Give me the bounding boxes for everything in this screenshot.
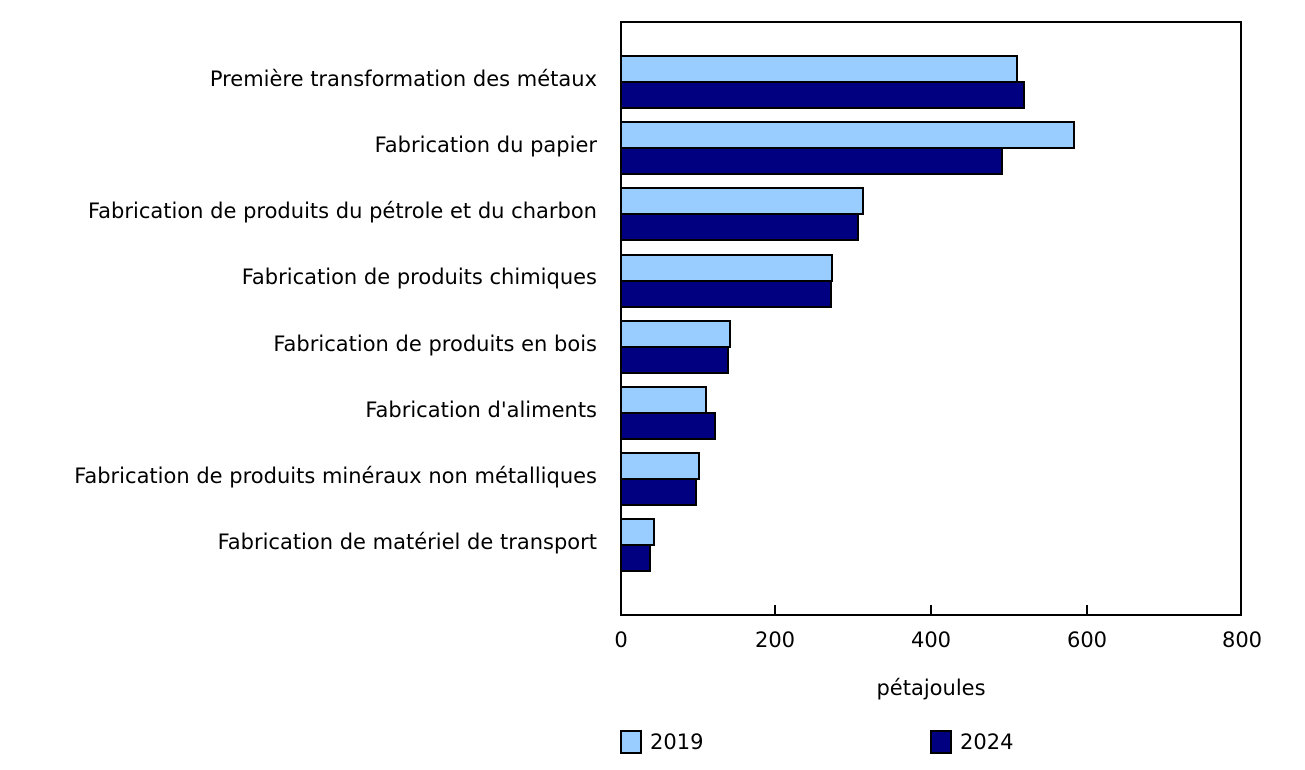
x-tick-label: 0	[614, 628, 628, 652]
category-label: Première transformation des métaux	[209, 67, 597, 91]
bar-2019	[620, 452, 700, 481]
category-label: Fabrication de produits en bois	[273, 332, 597, 356]
bar-2024	[620, 213, 859, 242]
bar-2019	[620, 121, 1075, 150]
legend-swatch	[620, 730, 642, 754]
x-tick	[1086, 605, 1088, 616]
plot-area	[620, 21, 1242, 616]
bar-2019	[620, 518, 655, 547]
category-label: Fabrication de produits du pétrole et du…	[88, 199, 597, 223]
bar-2024	[620, 345, 729, 374]
legend-item-2024: 2024	[930, 730, 1013, 754]
bar-2019	[620, 187, 864, 216]
legend-swatch	[930, 730, 952, 754]
x-tick	[930, 605, 932, 616]
bar-2024	[620, 81, 1025, 109]
legend-item-2019: 2019	[620, 730, 703, 754]
legend-label: 2019	[650, 730, 704, 754]
x-tick-label: 400	[910, 628, 952, 652]
bar-2024	[620, 478, 697, 507]
bar-2024	[620, 147, 1003, 176]
bar-2024	[620, 412, 716, 440]
category-label: Fabrication de produits chimiques	[241, 265, 597, 289]
x-tick-label: 800	[1221, 628, 1263, 652]
bar-2019	[620, 319, 731, 348]
bar-2024	[620, 279, 832, 308]
category-label: Fabrication d'aliments	[365, 398, 597, 422]
x-axis-title: pétajoules	[876, 676, 986, 700]
legend-label: 2024	[960, 730, 1014, 754]
x-tick-label: 600	[1066, 628, 1108, 652]
x-tick-label: 200	[754, 628, 796, 652]
bar-2019	[620, 55, 1018, 83]
bar-2024	[620, 544, 651, 573]
category-label: Fabrication de produits minéraux non mét…	[74, 464, 597, 488]
category-label: Fabrication du papier	[374, 133, 597, 157]
x-tick	[774, 605, 776, 616]
bar-2019	[620, 386, 707, 414]
category-label: Fabrication de matériel de transport	[217, 530, 597, 554]
bar-2019	[620, 253, 833, 282]
